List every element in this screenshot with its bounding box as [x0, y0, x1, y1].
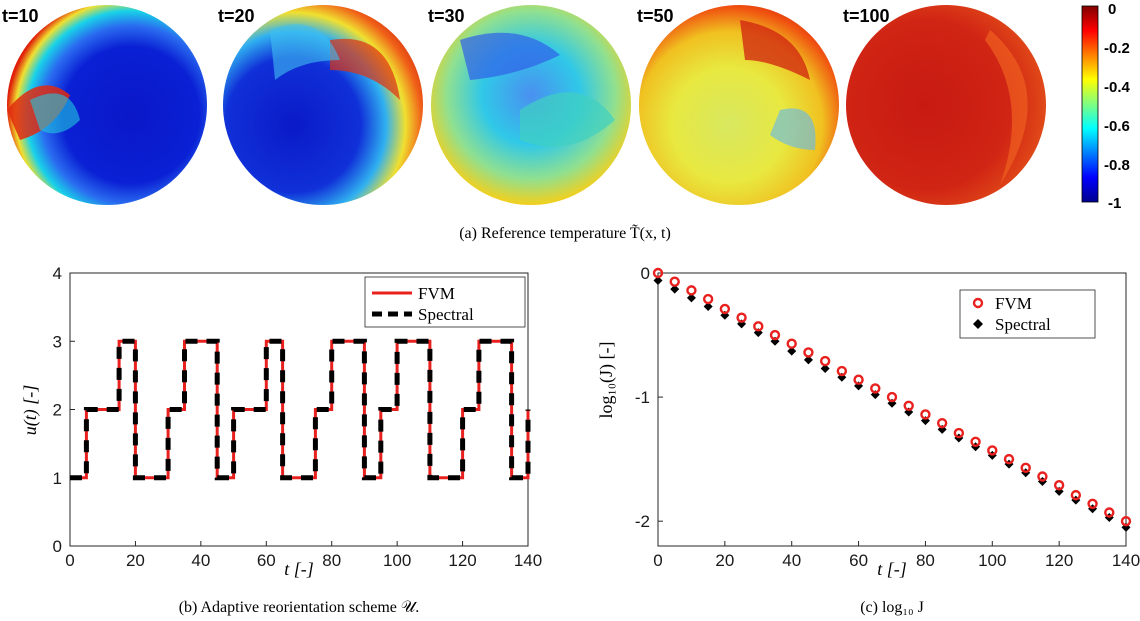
- legend-c-swatch-spectral: [973, 319, 983, 329]
- c-xtick-label-0: 0: [653, 551, 662, 570]
- spectral-point-9: [803, 355, 813, 365]
- fvm-point-12: [853, 374, 864, 385]
- fvm-point-26: [1087, 498, 1098, 510]
- b-xtick-label-6: 120: [448, 551, 476, 570]
- c-ytick-label-1: -1: [635, 388, 650, 407]
- time-label-t30: t=30: [428, 6, 465, 26]
- fvm-point-24: [1053, 479, 1065, 491]
- b-ytick-label-1: 1: [53, 469, 62, 488]
- fvm-point-28: [1120, 515, 1132, 527]
- colorbar-tick-3: -0.6: [1104, 118, 1130, 135]
- time-label-t100: t=100: [843, 6, 890, 26]
- caption-b: (b) Adaptive reorientation scheme 𝒰.: [179, 599, 420, 616]
- xlabel-b: t [-]: [284, 559, 314, 579]
- legend-c-swatch-fvm: [972, 297, 984, 309]
- fvm-point-21: [1003, 453, 1015, 465]
- fvm-point-9: [803, 347, 814, 358]
- colorbar-tick-2: -0.4: [1104, 79, 1131, 96]
- ylabel-b: u(t) [-]: [20, 385, 41, 436]
- temperature-panels: [7, 5, 1046, 205]
- fvm-point-0: [652, 267, 664, 279]
- b-ytick-label-3: 3: [53, 332, 62, 351]
- series-spectral-line: [70, 338, 531, 481]
- fvm-point-20: [987, 445, 998, 456]
- fvm-point-13: [870, 383, 881, 394]
- spectral-point-2: [686, 293, 696, 303]
- c-ytick-label-2: -2: [635, 512, 650, 531]
- time-label-t20: t=20: [218, 6, 255, 26]
- disk-t100: [846, 5, 1046, 205]
- ylabel-c: log₁₀(J) [-]: [596, 341, 617, 418]
- b-xtick-label-4: 80: [322, 551, 341, 570]
- colorbar-tick-5: -1: [1108, 195, 1121, 212]
- b-ytick-label-4: 4: [53, 264, 62, 283]
- fvm-point-11: [836, 365, 848, 377]
- c-xtick-label-3: 60: [849, 551, 868, 570]
- caption-c: (c) log₁₀ J: [860, 599, 924, 616]
- b-xtick-label-5: 100: [383, 551, 411, 570]
- fvm-point-15: [903, 400, 914, 411]
- fvm-point-16: [920, 409, 931, 420]
- fvm-point-3: [702, 293, 714, 305]
- colorbar-tick-4: -0.8: [1104, 157, 1130, 174]
- colorbar-tick-1: -0.2: [1104, 40, 1130, 57]
- colorbar: 0 -0.2 -0.4 -0.6 -0.8 -1: [1081, 1, 1131, 212]
- fvm-point-6: [753, 321, 764, 332]
- spectral-point-1: [670, 284, 680, 294]
- fvm-point-10: [819, 355, 831, 367]
- fvm-point-23: [1037, 471, 1048, 482]
- b-xtick-label-7: 140: [514, 551, 542, 570]
- legend-b-spectral: Spectral: [418, 305, 474, 324]
- fvm-point-5: [736, 312, 747, 323]
- time-label-t10: t=10: [2, 6, 39, 26]
- fvm-point-22: [1020, 462, 1031, 474]
- b-xtick-label-0: 0: [65, 551, 74, 570]
- disk-t50: [639, 5, 839, 205]
- b-xtick-label-2: 40: [191, 551, 210, 570]
- disk-t20: [223, 5, 423, 205]
- fvm-point-4: [719, 303, 731, 315]
- b-ytick-label-0: 0: [53, 537, 62, 556]
- fvm-point-8: [786, 338, 797, 349]
- legend-b-fvm: FVM: [418, 284, 455, 303]
- spectral-point-10: [820, 364, 830, 374]
- fvm-point-18: [953, 427, 965, 439]
- c-xtick-label-1: 20: [715, 551, 734, 570]
- b-xtick-label-1: 20: [126, 551, 145, 570]
- time-label-t50: t=50: [637, 6, 674, 26]
- disk-t30: [431, 5, 631, 205]
- legend-c-spectral: Spectral: [995, 315, 1051, 334]
- legend-c-fvm: FVM: [995, 294, 1032, 313]
- fvm-point-7: [769, 329, 781, 341]
- fvm-point-25: [1070, 489, 1082, 501]
- panel-b: 0 20 40 60 80 100 120 140 0 1 2 3 4 FVM Spectral t […: [20, 264, 542, 616]
- fvm-point-19: [970, 436, 981, 447]
- spectral-point-0: [653, 275, 663, 285]
- c-ytick-label-0: 0: [641, 264, 650, 283]
- legend-b: FVM Spectral: [364, 276, 526, 328]
- b-xtick-label-3: 60: [257, 551, 276, 570]
- disk-t10: [7, 5, 207, 205]
- c-xtick-label-7: 140: [1112, 551, 1140, 570]
- fvm-point-17: [936, 417, 948, 429]
- fvm-point-27: [1104, 507, 1115, 518]
- c-xtick-label-5: 100: [978, 551, 1006, 570]
- c-xtick-label-6: 120: [1045, 551, 1073, 570]
- fvm-point-2: [686, 285, 697, 296]
- fvm-point-14: [886, 391, 898, 403]
- caption-a: (a) Reference temperature T̃(x, t): [459, 224, 671, 242]
- fvm-point-1: [669, 276, 680, 287]
- spectral-point-8: [787, 346, 797, 356]
- c-xtick-label-2: 40: [782, 551, 801, 570]
- xlabel-c: t [-]: [877, 559, 907, 579]
- b-ytick-label-2: 2: [53, 401, 62, 420]
- colorbar-tick-0: 0: [1108, 1, 1116, 18]
- c-xtick-label-4: 80: [916, 551, 935, 570]
- spectral-point-3: [703, 302, 713, 312]
- legend-c: FVM Spectral: [959, 289, 1096, 339]
- panel-c: 0 20 40 60 80 100 120 140 0 -1 -2 FVM Spectral t […: [596, 264, 1140, 616]
